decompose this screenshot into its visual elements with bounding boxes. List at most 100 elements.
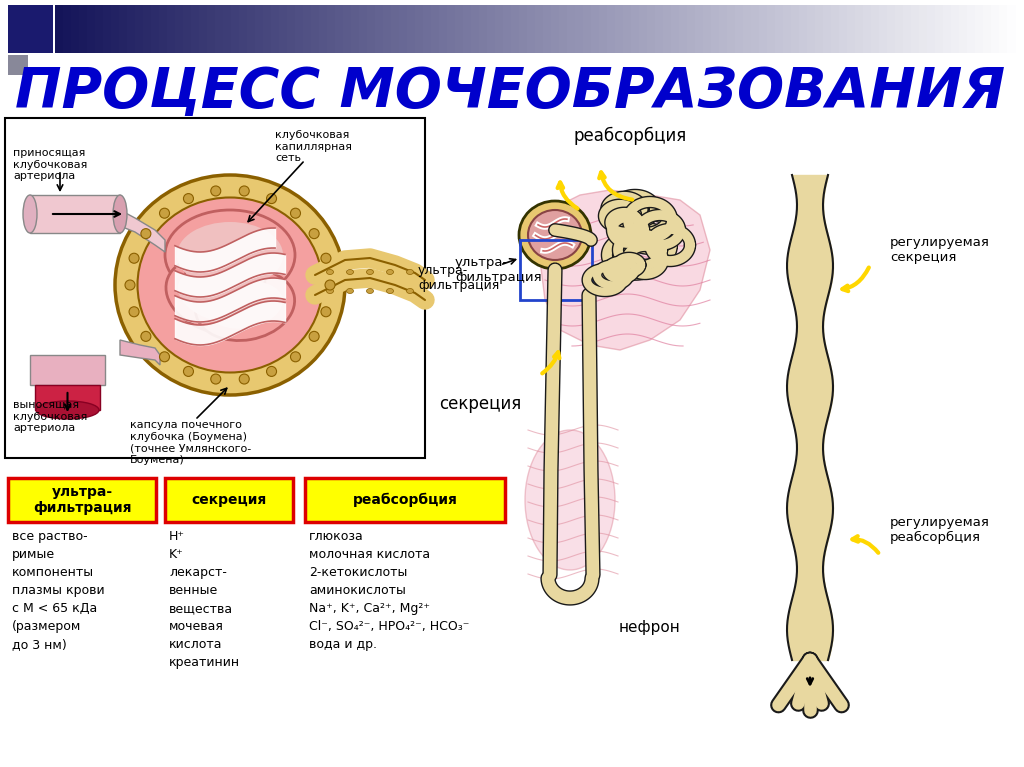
Text: кислота: кислота	[169, 638, 222, 651]
Bar	[839, 5, 848, 53]
Ellipse shape	[177, 222, 283, 288]
Text: капсула почечного
клубочка (Боумена)
(точнее Умлянского-
Боумена): капсула почечного клубочка (Боумена) (то…	[130, 420, 251, 465]
Text: римые: римые	[12, 548, 55, 561]
Ellipse shape	[178, 268, 262, 322]
Bar	[143, 5, 152, 53]
Ellipse shape	[519, 201, 591, 269]
Ellipse shape	[309, 331, 319, 341]
Text: молочная кислота: молочная кислота	[309, 548, 430, 561]
Bar	[311, 5, 319, 53]
Bar	[815, 5, 824, 53]
Text: H⁺: H⁺	[169, 530, 185, 543]
Text: приносящая
клубочковая
артериола: приносящая клубочковая артериола	[13, 148, 87, 181]
Bar	[391, 5, 400, 53]
Ellipse shape	[321, 253, 331, 263]
Ellipse shape	[129, 253, 139, 263]
Bar	[135, 5, 144, 53]
Ellipse shape	[23, 195, 37, 233]
Bar	[35, 385, 100, 410]
Bar	[823, 5, 831, 53]
Ellipse shape	[525, 430, 615, 570]
Bar	[55, 5, 63, 53]
Bar	[991, 5, 1000, 53]
Bar	[295, 5, 304, 53]
Text: секреция: секреция	[191, 493, 266, 507]
Bar	[287, 5, 296, 53]
Bar	[999, 5, 1008, 53]
Bar	[623, 5, 632, 53]
Bar	[807, 5, 816, 53]
Ellipse shape	[160, 352, 170, 362]
Bar	[551, 5, 560, 53]
Text: ультра-
фильтрация: ультра- фильтрация	[455, 256, 542, 284]
Bar	[71, 5, 80, 53]
Polygon shape	[540, 190, 710, 350]
Bar	[223, 5, 232, 53]
Bar	[671, 5, 680, 53]
Bar	[495, 5, 504, 53]
Bar	[567, 5, 575, 53]
Ellipse shape	[137, 197, 323, 373]
Text: (размером: (размером	[12, 620, 81, 633]
Text: глюкоза: глюкоза	[309, 530, 364, 543]
Bar	[8, 478, 156, 522]
Bar	[191, 5, 200, 53]
Bar	[399, 5, 408, 53]
Ellipse shape	[183, 367, 194, 377]
Ellipse shape	[367, 288, 374, 294]
Polygon shape	[120, 210, 165, 252]
Bar	[239, 5, 248, 53]
Bar	[831, 5, 840, 53]
Bar	[447, 5, 456, 53]
Bar	[359, 5, 368, 53]
Bar	[631, 5, 640, 53]
Ellipse shape	[367, 269, 374, 275]
Bar	[527, 5, 536, 53]
Ellipse shape	[528, 210, 582, 260]
Text: Cl⁻, SO₄²⁻, HPO₄²⁻, HCO₃⁻: Cl⁻, SO₄²⁻, HPO₄²⁻, HCO₃⁻	[309, 620, 469, 633]
Bar	[279, 5, 288, 53]
Bar	[919, 5, 928, 53]
Bar	[8, 5, 53, 53]
Bar	[799, 5, 808, 53]
Bar	[975, 5, 984, 53]
Bar	[687, 5, 696, 53]
Bar	[8, 55, 28, 75]
Text: ультра-
фильтрация: ультра- фильтрация	[418, 264, 500, 292]
Ellipse shape	[36, 401, 99, 419]
Ellipse shape	[185, 252, 265, 308]
Ellipse shape	[125, 280, 135, 290]
Text: вещества: вещества	[169, 602, 233, 615]
Bar	[5, 118, 425, 458]
Bar	[111, 5, 120, 53]
Text: ультра-
фильтрация: ультра- фильтрация	[33, 485, 131, 515]
Bar	[511, 5, 520, 53]
Ellipse shape	[208, 281, 283, 328]
Bar	[455, 5, 464, 53]
Bar	[383, 5, 392, 53]
Ellipse shape	[327, 269, 334, 275]
Text: компоненты: компоненты	[12, 566, 94, 579]
Bar	[871, 5, 880, 53]
Text: до 3 нм): до 3 нм)	[12, 638, 67, 651]
Bar	[520, 240, 592, 300]
Bar	[959, 5, 968, 53]
Bar	[879, 5, 888, 53]
Text: реабсорбция: реабсорбция	[573, 127, 687, 145]
Text: K⁺: K⁺	[169, 548, 183, 561]
Bar	[423, 5, 432, 53]
Bar	[847, 5, 856, 53]
Bar	[263, 5, 272, 53]
Text: венные: венные	[169, 584, 218, 597]
Bar	[615, 5, 624, 53]
Bar	[439, 5, 449, 53]
Bar	[591, 5, 600, 53]
Bar	[327, 5, 336, 53]
Text: нефрон: нефрон	[620, 620, 681, 635]
Bar	[583, 5, 592, 53]
Bar	[751, 5, 760, 53]
Bar	[343, 5, 352, 53]
Ellipse shape	[321, 307, 331, 317]
Bar	[175, 5, 184, 53]
Text: с М < 65 кДа: с М < 65 кДа	[12, 602, 97, 615]
